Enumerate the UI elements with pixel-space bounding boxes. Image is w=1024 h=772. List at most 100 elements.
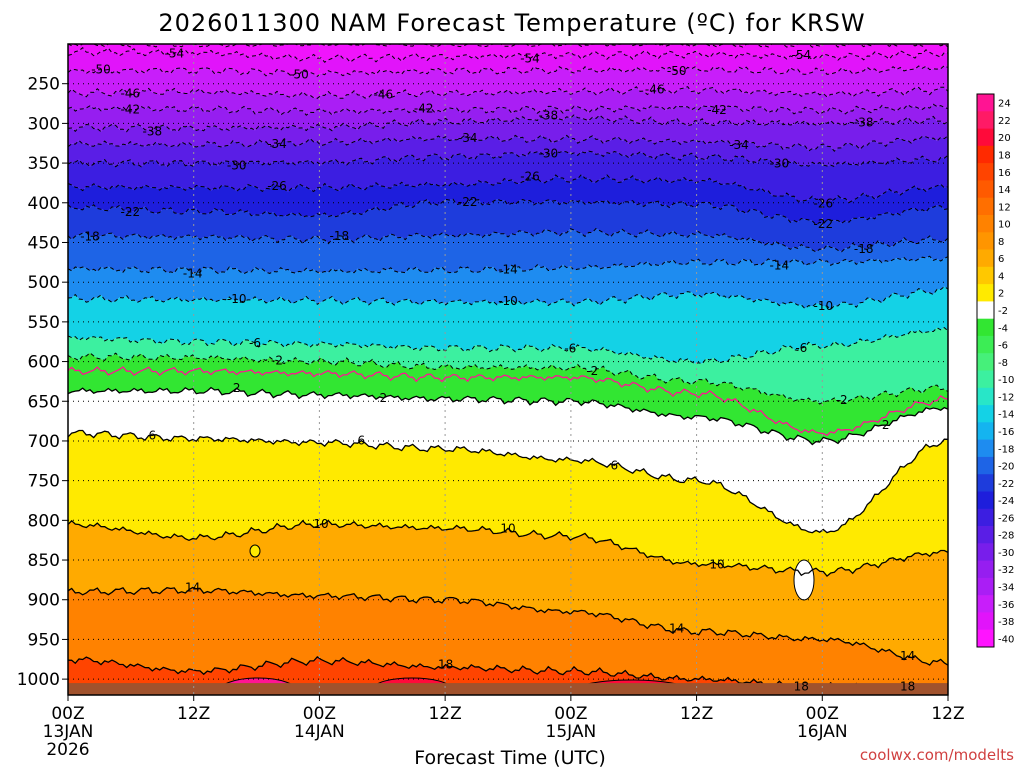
contour-line [68,198,948,226]
colorbar-label: 16 [998,168,1011,179]
colorbar-label: -8 [998,358,1008,369]
contour-label: 14 [669,622,684,636]
y-tick-label: 350 [28,154,60,174]
ground-surface [68,683,948,695]
colorbar-swatch [977,508,994,527]
contour-label: -18 [80,229,100,243]
contour-label: -50 [667,64,687,78]
colorbar-swatch [977,387,994,406]
contour-label: 6 [357,434,365,448]
colorbar-label: -4 [998,323,1008,334]
contour-label: -2 [586,364,598,378]
y-tick-label: 1000 [17,670,60,690]
colorbar-swatch [977,318,994,337]
colorbar-label: 8 [998,237,1004,248]
x-axis-label: Forecast Time (UTC) [414,747,605,768]
contour-line [68,326,948,365]
contour-label: 2 [379,391,387,405]
colorbar-swatch [977,232,994,251]
temperature-band [68,86,948,116]
temperature-band [68,174,948,225]
x-tick-label: 12Z [931,704,964,724]
temperature-cell [249,544,261,558]
y-tick-label: 950 [28,630,60,650]
colorbar-swatch [977,163,994,181]
colorbar-label: -34 [998,583,1014,594]
contour-line [68,519,948,578]
temperature-band [68,104,948,132]
temperature-band [68,135,948,167]
contour-label: 14 [900,649,915,663]
contour-label: -10 [813,299,833,313]
colorbar-label: -40 [998,634,1014,645]
temperature-band [68,430,948,577]
plot-area [68,44,948,695]
y-tick-label: 700 [28,432,60,452]
y-tick-label: 450 [28,234,60,254]
x-tick-label: 00Z [51,704,84,724]
colorbar-label: -14 [998,410,1014,421]
contour-label: -6 [249,336,261,350]
contour-line [68,285,948,311]
temperature-band [68,228,948,274]
colorbar-swatch [977,180,994,199]
contour-label: 2 [233,381,241,395]
temperature-band [68,199,948,252]
colorbar-swatch [977,197,994,216]
colorbar-swatch [977,543,994,562]
y-tick-label: 800 [28,511,60,531]
x-tick-label: 00Z [806,704,839,724]
colorbar-label: -32 [998,565,1014,576]
colorbar-swatch [977,422,994,441]
colorbar-swatch [977,577,994,596]
contour-line [68,173,948,205]
contour-line [68,150,948,168]
chart-title: 2026011300 NAM Forecast Temperature (ºC)… [158,9,865,37]
contour-label: -18 [854,242,874,256]
colorbar-label: 18 [998,151,1011,162]
colorbar-label: -30 [998,548,1014,559]
contour-label: -14 [183,266,203,280]
contour-line [68,44,948,48]
colorbar-swatch [977,335,994,354]
contour-label: -50 [289,68,309,82]
colorbar-label: -36 [998,600,1014,611]
contour-label: 6 [610,458,618,472]
colorbar-swatch [977,456,994,475]
credit-link[interactable]: coolwx.com/modelts [860,746,1014,764]
contour-line [68,586,948,666]
plot-frame [67,43,949,696]
temperature-band [68,327,948,404]
y-tick-label: 550 [28,313,60,333]
colorbar-swatch [977,474,994,492]
colorbar-swatch [977,491,994,510]
contour-label: -14 [498,263,518,277]
contour-label: -46 [120,87,140,101]
freezing-line [68,366,948,437]
contour-label: -34 [729,138,749,152]
contour-label: 10 [500,521,515,535]
contour-label: -42 [120,102,140,116]
colorbar-label: 20 [998,133,1011,144]
contour-label: -2 [836,393,848,407]
contour-line [68,255,948,275]
colorbar-swatch [977,560,994,579]
contour-label: -46 [645,83,665,97]
contour-label: -30 [769,157,789,171]
colorbar-swatch [977,145,994,164]
x-tick-label: 12Z [428,704,461,724]
x-tick-label: 00Z [554,704,587,724]
x-tick-label: 12Z [177,704,210,724]
contour-line [68,85,948,99]
contour-label: -54 [164,46,184,60]
y-tick-label: 650 [28,392,60,412]
colorbar-label: 24 [998,99,1011,110]
contour-line [68,103,948,116]
x-tick-label: 00Z [303,704,336,724]
temperature-band [68,587,948,694]
contour-line [68,114,948,133]
colorbar-label: -26 [998,513,1014,524]
y-axis: 250 300 350 400 450 500 550 600 650 700 750 800 850 9… [17,75,68,690]
colorbar-swatch [977,612,994,631]
